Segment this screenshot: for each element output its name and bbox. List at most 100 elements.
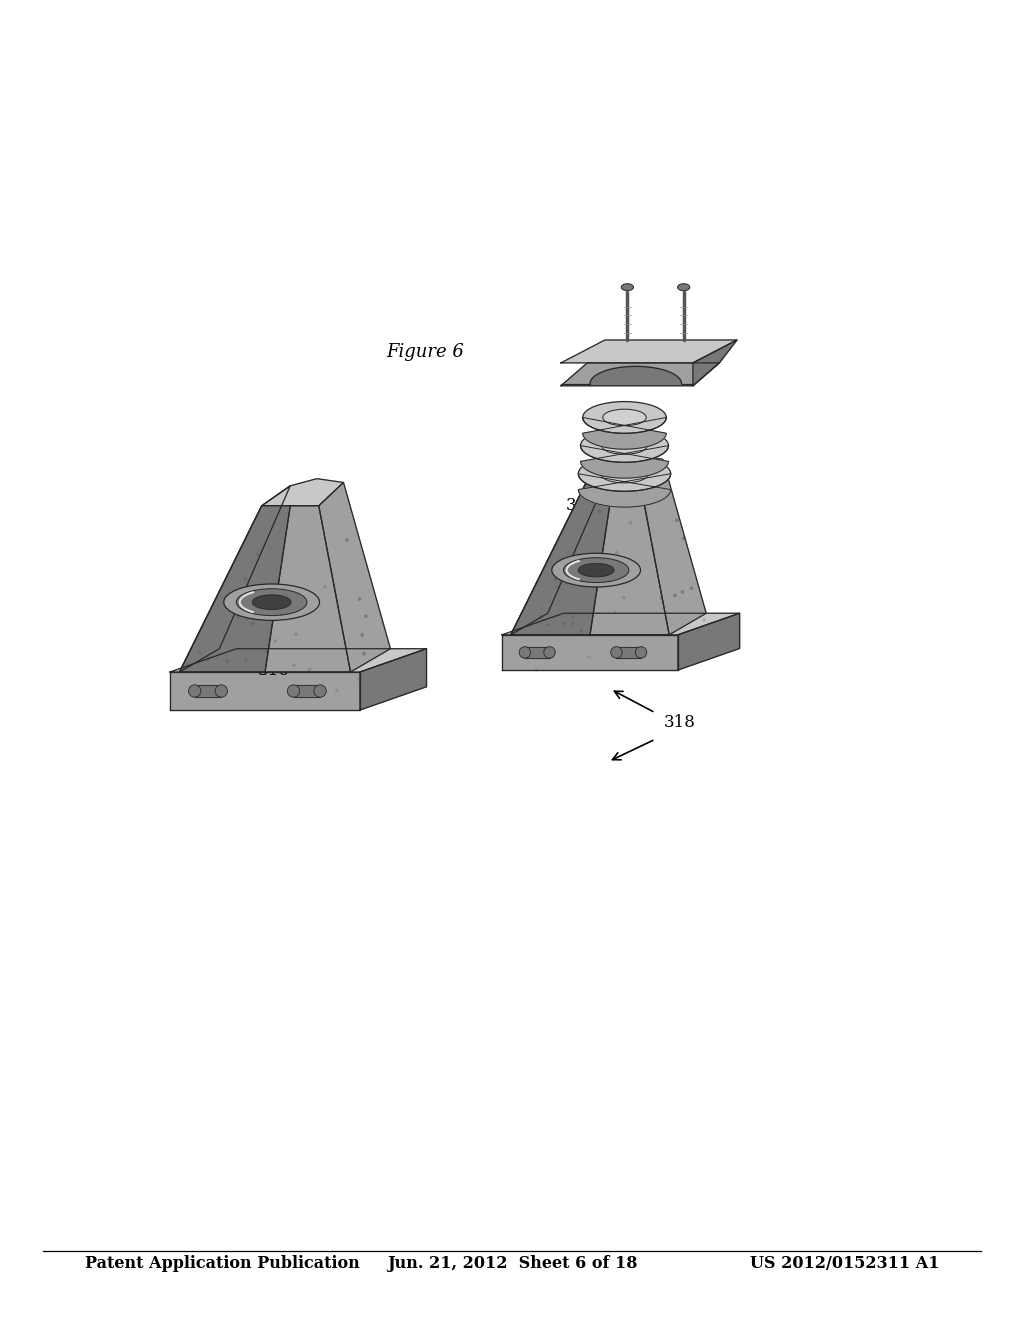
Ellipse shape	[635, 647, 647, 659]
Circle shape	[615, 552, 617, 553]
Circle shape	[362, 652, 366, 655]
Polygon shape	[170, 648, 427, 672]
Circle shape	[324, 586, 327, 587]
Polygon shape	[502, 635, 678, 671]
Circle shape	[361, 634, 364, 636]
Polygon shape	[179, 486, 290, 672]
Circle shape	[306, 607, 308, 609]
Text: 318: 318	[664, 714, 695, 730]
Circle shape	[244, 578, 246, 579]
Circle shape	[199, 652, 201, 653]
Polygon shape	[640, 459, 707, 635]
Ellipse shape	[237, 589, 307, 615]
Circle shape	[571, 622, 573, 624]
Ellipse shape	[188, 685, 201, 697]
Circle shape	[246, 589, 248, 591]
Polygon shape	[294, 685, 321, 697]
Circle shape	[681, 591, 683, 593]
Text: Patent Application Publication: Patent Application Publication	[85, 1255, 359, 1271]
Polygon shape	[583, 417, 667, 449]
Circle shape	[257, 553, 259, 556]
Polygon shape	[587, 455, 663, 480]
Polygon shape	[561, 341, 737, 363]
Polygon shape	[318, 483, 390, 672]
Polygon shape	[579, 474, 671, 507]
Circle shape	[252, 623, 254, 624]
Circle shape	[580, 630, 582, 632]
Ellipse shape	[252, 595, 291, 610]
Circle shape	[295, 634, 297, 635]
Polygon shape	[195, 685, 221, 697]
Polygon shape	[678, 614, 739, 671]
Polygon shape	[525, 647, 550, 659]
Circle shape	[630, 521, 632, 524]
Circle shape	[207, 659, 209, 660]
Circle shape	[293, 664, 295, 667]
Circle shape	[659, 597, 663, 599]
Ellipse shape	[600, 465, 648, 483]
Ellipse shape	[622, 284, 634, 290]
Circle shape	[346, 539, 348, 541]
Circle shape	[336, 689, 338, 692]
Polygon shape	[561, 363, 719, 385]
Circle shape	[547, 624, 550, 626]
Circle shape	[357, 678, 359, 680]
Circle shape	[623, 597, 625, 599]
Text: US 2012/0152311 A1: US 2012/0152311 A1	[750, 1255, 939, 1271]
Ellipse shape	[579, 564, 614, 577]
Circle shape	[572, 615, 574, 618]
Polygon shape	[360, 648, 427, 710]
Circle shape	[254, 586, 256, 589]
Ellipse shape	[579, 457, 671, 491]
Ellipse shape	[610, 647, 623, 659]
Ellipse shape	[581, 429, 669, 462]
Circle shape	[358, 598, 360, 601]
Polygon shape	[590, 480, 670, 635]
Text: Jun. 21, 2012  Sheet 6 of 18: Jun. 21, 2012 Sheet 6 of 18	[387, 1255, 637, 1271]
Circle shape	[676, 519, 678, 521]
Ellipse shape	[583, 401, 667, 433]
Circle shape	[554, 578, 556, 581]
Circle shape	[536, 668, 538, 671]
Ellipse shape	[544, 647, 555, 659]
Text: 316: 316	[565, 498, 598, 513]
Polygon shape	[262, 479, 343, 506]
Circle shape	[246, 616, 249, 619]
Circle shape	[540, 616, 542, 618]
Polygon shape	[581, 446, 669, 478]
Circle shape	[283, 618, 285, 620]
Circle shape	[622, 577, 625, 579]
Polygon shape	[511, 462, 613, 635]
Polygon shape	[616, 647, 641, 659]
Text: Figure 6: Figure 6	[386, 343, 464, 362]
Circle shape	[245, 659, 247, 661]
Ellipse shape	[314, 685, 327, 697]
Polygon shape	[502, 614, 739, 635]
Ellipse shape	[224, 583, 319, 620]
Circle shape	[599, 510, 601, 512]
Circle shape	[690, 587, 692, 589]
Polygon shape	[179, 506, 290, 672]
Circle shape	[226, 660, 228, 663]
Circle shape	[703, 619, 706, 620]
Circle shape	[674, 594, 676, 597]
Polygon shape	[265, 506, 350, 672]
Polygon shape	[693, 341, 737, 385]
Ellipse shape	[519, 647, 530, 659]
Circle shape	[556, 586, 559, 587]
Circle shape	[265, 651, 267, 653]
Circle shape	[593, 557, 595, 560]
Circle shape	[237, 616, 239, 618]
Polygon shape	[590, 367, 682, 384]
Circle shape	[614, 611, 616, 614]
Circle shape	[308, 668, 310, 671]
Ellipse shape	[678, 284, 690, 290]
Polygon shape	[511, 480, 613, 635]
Ellipse shape	[603, 409, 646, 425]
Circle shape	[563, 622, 565, 624]
Circle shape	[590, 583, 593, 586]
Ellipse shape	[563, 557, 629, 582]
Circle shape	[274, 640, 276, 642]
Ellipse shape	[288, 685, 300, 697]
Circle shape	[588, 656, 590, 659]
